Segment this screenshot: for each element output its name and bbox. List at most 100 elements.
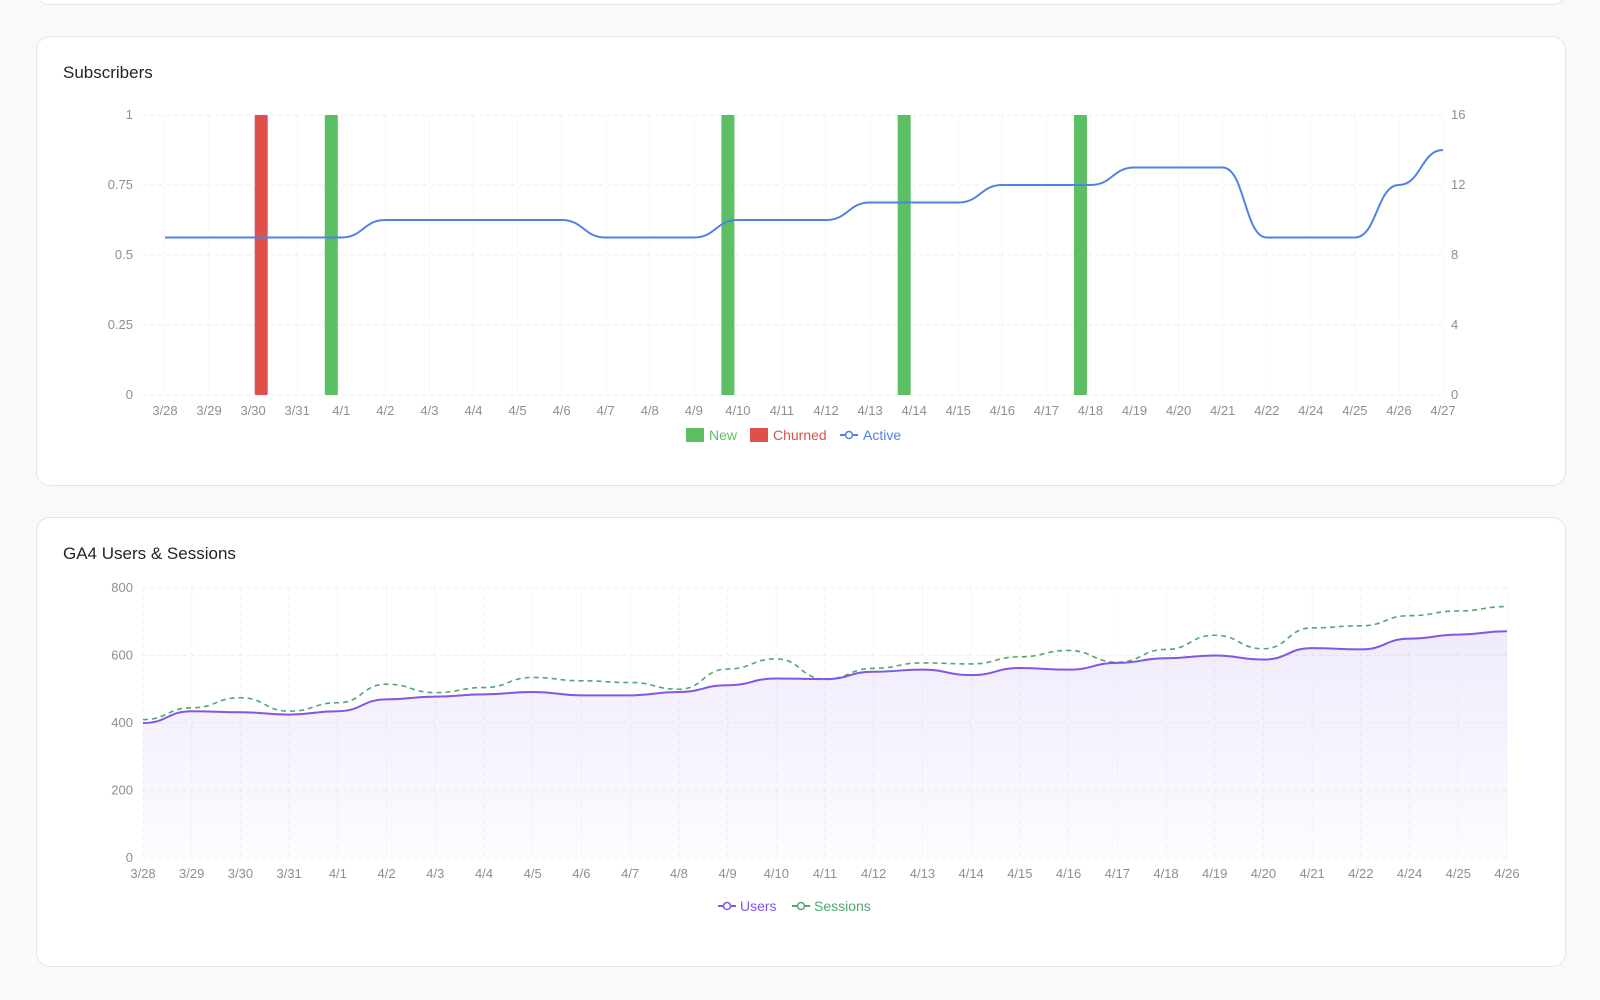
legend-swatch-new bbox=[686, 428, 704, 442]
legend-label-sessions: Sessions bbox=[814, 898, 871, 914]
x-tick-label: 4/12 bbox=[813, 403, 838, 418]
x-tick-label: 4/5 bbox=[524, 866, 542, 881]
y-tick-label: 200 bbox=[111, 783, 133, 798]
legend-marker-users bbox=[722, 901, 732, 911]
x-tick-label: 4/24 bbox=[1298, 403, 1323, 418]
y-tick-label-right: 16 bbox=[1451, 107, 1465, 122]
x-tick-label: 4/19 bbox=[1202, 866, 1227, 881]
y-tick-label-left: 0.75 bbox=[108, 177, 133, 192]
x-tick-label: 4/6 bbox=[572, 866, 590, 881]
x-tick-label: 4/14 bbox=[902, 403, 927, 418]
legend-marker-active bbox=[844, 430, 854, 440]
x-tick-label: 4/11 bbox=[813, 866, 837, 881]
x-tick-label: 4/20 bbox=[1251, 866, 1276, 881]
bar-new bbox=[1073, 115, 1087, 395]
x-tick-label: 4/24 bbox=[1397, 866, 1422, 881]
x-tick-label: 4/9 bbox=[685, 403, 703, 418]
x-tick-label: 4/3 bbox=[420, 403, 438, 418]
subscribers-card: Subscribers 0 0.25 0.5 0.75 1 0 4 8 12 16 3/28 3/29… bbox=[36, 36, 1566, 486]
x-tick-label: 4/21 bbox=[1299, 866, 1324, 881]
bar-new bbox=[721, 115, 735, 395]
x-tick-label: 4/5 bbox=[509, 403, 527, 418]
x-tick-label: 4/2 bbox=[378, 866, 396, 881]
area-users bbox=[143, 631, 1507, 858]
x-tick-label: 4/11 bbox=[770, 403, 794, 418]
x-tick-label: 4/8 bbox=[641, 403, 659, 418]
x-tick-label: 3/28 bbox=[130, 866, 155, 881]
y-tick-label: 800 bbox=[111, 580, 133, 595]
x-tick-label: 3/30 bbox=[228, 866, 253, 881]
y-tick-label-left: 1 bbox=[126, 107, 133, 122]
x-tick-label: 4/13 bbox=[857, 403, 882, 418]
x-tick-label: 4/26 bbox=[1494, 866, 1519, 881]
x-tick-label: 4/2 bbox=[376, 403, 394, 418]
x-tick-label: 4/9 bbox=[719, 866, 737, 881]
y-tick-label-right: 4 bbox=[1451, 317, 1458, 332]
x-tick-label: 4/12 bbox=[861, 866, 886, 881]
y-tick-label-left: 0.5 bbox=[115, 247, 133, 262]
y-tick-label-right: 0 bbox=[1451, 387, 1458, 402]
legend-label-churned: Churned bbox=[773, 427, 827, 443]
y-tick-label-right: 8 bbox=[1451, 247, 1458, 262]
legend-label-active: Active bbox=[863, 427, 901, 443]
x-tick-label: 4/20 bbox=[1166, 403, 1191, 418]
bar-new bbox=[324, 115, 338, 395]
legend: Users Sessions bbox=[718, 898, 871, 914]
x-tick-label: 4/16 bbox=[1056, 866, 1081, 881]
x-tick-label: 4/17 bbox=[1105, 866, 1130, 881]
y-tick-label-right: 12 bbox=[1451, 177, 1465, 192]
x-tick-label: 4/7 bbox=[621, 866, 639, 881]
bar-churned bbox=[254, 115, 268, 395]
legend-label-users: Users bbox=[740, 898, 777, 914]
x-tick-label: 4/22 bbox=[1348, 866, 1373, 881]
line-active bbox=[165, 149, 1444, 239]
x-tick-label: 4/10 bbox=[725, 403, 750, 418]
legend-marker-sessions bbox=[796, 901, 806, 911]
x-tick-label: 4/3 bbox=[426, 866, 444, 881]
x-tick-label: 4/18 bbox=[1153, 866, 1178, 881]
x-tick-label: 3/31 bbox=[285, 403, 310, 418]
x-tick-label: 4/16 bbox=[990, 403, 1015, 418]
x-tick-label: 4/15 bbox=[1007, 866, 1032, 881]
x-tick-label: 4/19 bbox=[1122, 403, 1147, 418]
line-users bbox=[142, 630, 1508, 724]
x-tick-label: 4/25 bbox=[1342, 403, 1367, 418]
card-title: GA4 Users & Sessions bbox=[63, 544, 236, 563]
x-tick-label: 4/26 bbox=[1386, 403, 1411, 418]
x-tick-label: 3/29 bbox=[196, 403, 221, 418]
x-tick-label: 4/4 bbox=[475, 866, 493, 881]
x-tick-label: 3/28 bbox=[152, 403, 177, 418]
x-tick-label: 4/10 bbox=[764, 866, 789, 881]
x-tick-label: 4/27 bbox=[1430, 403, 1455, 418]
x-tick-label: 4/1 bbox=[332, 403, 350, 418]
x-tick-label: 3/31 bbox=[276, 866, 301, 881]
ga4-chart: 0 200 400 600 800 3/28 3/29 3/30 3/31 4/1 4/2 4/3 4/… bbox=[111, 580, 1519, 914]
x-tick-label: 4/6 bbox=[553, 403, 571, 418]
x-tick-label: 4/7 bbox=[597, 403, 615, 418]
x-tick-label: 3/29 bbox=[179, 866, 204, 881]
x-tick-label: 4/1 bbox=[329, 866, 347, 881]
y-tick-label: 400 bbox=[111, 715, 133, 730]
x-tick-label: 4/8 bbox=[670, 866, 688, 881]
x-tick-label: 4/18 bbox=[1078, 403, 1103, 418]
legend: New Churned Active bbox=[686, 427, 901, 443]
line-sessions bbox=[142, 605, 1508, 721]
y-tick-label: 600 bbox=[111, 648, 133, 663]
x-tick-label: 3/30 bbox=[240, 403, 265, 418]
card-title: Subscribers bbox=[63, 63, 153, 82]
y-tick-label-left: 0.25 bbox=[108, 317, 133, 332]
x-tick-label: 4/14 bbox=[958, 866, 983, 881]
x-tick-label: 4/21 bbox=[1210, 403, 1235, 418]
x-tick-label: 4/15 bbox=[946, 403, 971, 418]
x-tick-label: 4/4 bbox=[464, 403, 482, 418]
ga4-card: GA4 Users & Sessions 0 200 400 600 800 3/28 3/… bbox=[36, 517, 1566, 967]
previous-card-edge bbox=[36, 0, 1566, 5]
legend-swatch-churned bbox=[750, 428, 768, 442]
legend-label-new: New bbox=[709, 427, 738, 443]
x-tick-label: 4/22 bbox=[1254, 403, 1279, 418]
y-tick-label-left: 0 bbox=[126, 387, 133, 402]
x-tick-label: 4/17 bbox=[1034, 403, 1059, 418]
y-tick-label: 0 bbox=[126, 850, 133, 865]
x-tick-label: 4/13 bbox=[910, 866, 935, 881]
